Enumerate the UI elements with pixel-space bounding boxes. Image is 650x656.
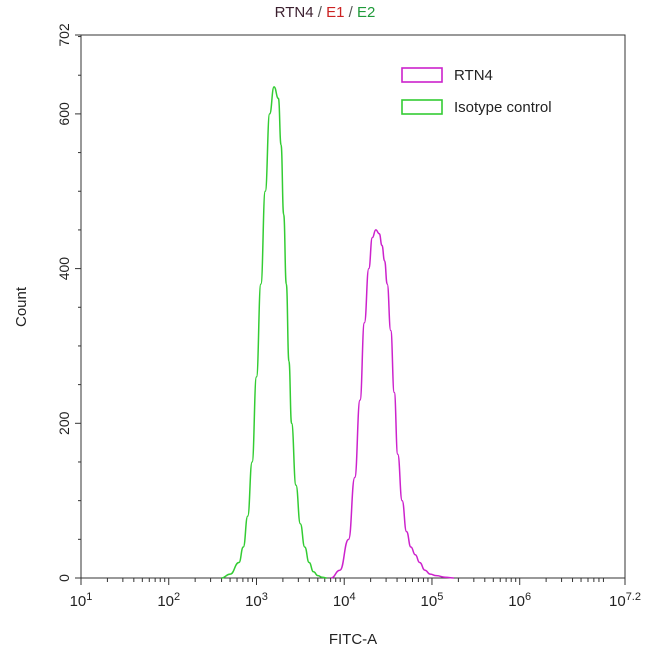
chart-title: RTN4 / E1 / E2 xyxy=(0,4,650,21)
x-axis: 101 102 103 104 105 106 107.2 xyxy=(70,578,641,610)
legend: RTN4 Isotype control xyxy=(401,67,552,116)
series-line-rtn4 xyxy=(330,229,454,579)
legend-swatch-1 xyxy=(401,99,443,115)
title-part-e1: E1 xyxy=(326,4,345,21)
x-tick-label-2: 103 xyxy=(245,591,268,610)
y-tick-label-2: 400 xyxy=(56,257,72,281)
series-layer xyxy=(221,86,454,579)
x-tick-label-3: 104 xyxy=(333,591,356,610)
legend-label-1: Isotype control xyxy=(454,99,552,116)
plot-frame xyxy=(80,34,626,579)
legend-swatch-0 xyxy=(401,67,443,83)
y-axis: 0 200 400 600 702 xyxy=(56,23,81,582)
title-part-e2: E2 xyxy=(356,4,376,21)
x-tick-label-4: 105 xyxy=(421,591,444,610)
legend-label-0: RTN4 xyxy=(454,67,493,84)
y-axis-label: Count xyxy=(13,286,30,327)
y-tick-label-3: 600 xyxy=(56,102,72,126)
y-tick-label-4: 702 xyxy=(56,23,72,47)
x-tick-label-1: 102 xyxy=(157,591,180,610)
title-sep-2: / xyxy=(344,4,357,21)
x-tick-label-5: 106 xyxy=(508,591,531,610)
y-tick-label-0: 0 xyxy=(56,574,72,582)
series-line-isotype-control xyxy=(221,86,327,579)
x-tick-label-6: 107.2 xyxy=(609,591,641,610)
x-axis-label: FITC-A xyxy=(329,631,377,648)
y-tick-label-1: 200 xyxy=(56,411,72,435)
x-tick-label-0: 101 xyxy=(70,591,93,610)
title-sep-1: / xyxy=(313,4,327,21)
title-part-rtn4: RTN4 xyxy=(274,4,314,21)
